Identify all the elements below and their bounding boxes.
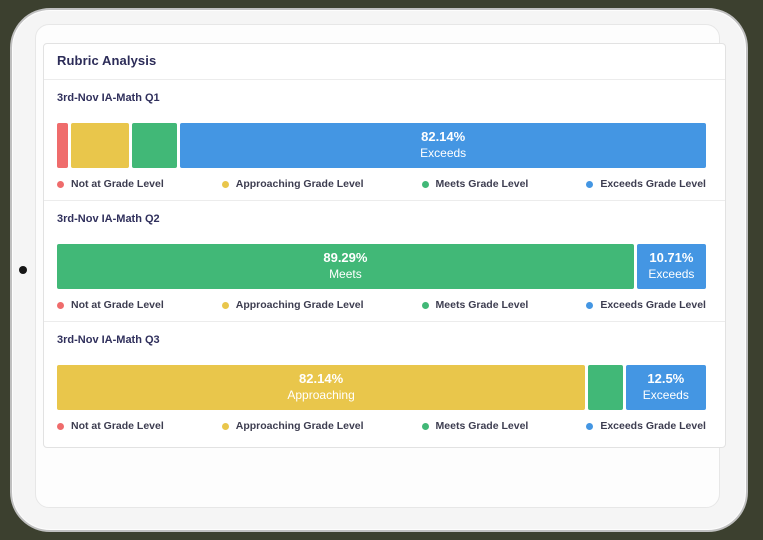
bar-segment-approaching[interactable]: 82.14% Approaching xyxy=(57,365,586,410)
legend-item-not-at-grade-level: Not at Grade Level xyxy=(57,420,164,432)
card-title: Rubric Analysis xyxy=(57,53,157,68)
legend-label: Approaching Grade Level xyxy=(235,178,364,190)
stacked-bar-q3: 82.14% Approaching 12.5% Exceeds xyxy=(57,365,706,410)
segment-value-label: 89.29% xyxy=(323,250,368,266)
bar-segment-exceeds[interactable]: 12.5% Exceeds xyxy=(625,365,706,410)
legend-label: Not at Grade Level xyxy=(71,299,164,311)
legend-dot-icon xyxy=(586,301,594,309)
chart-title-q1: 3rd-Nov IA-Math Q1 xyxy=(57,92,160,104)
stacked-bar-q1: 82.14% Exceeds xyxy=(57,123,707,168)
legend-dot-icon xyxy=(221,422,229,430)
segment-value-label: 12.5% xyxy=(647,371,685,387)
bar-segment-meets[interactable]: 89.29% Meets xyxy=(57,244,634,289)
legend-dot-icon xyxy=(421,301,429,309)
legend-label: Approaching Grade Level xyxy=(235,420,364,432)
chart-title-q3: 3rd-Nov IA-Math Q3 xyxy=(57,334,160,346)
segment-category-label: Meets xyxy=(329,267,362,282)
legend-label: Exceeds Grade Level xyxy=(600,178,706,190)
legend-label: Meets Grade Level xyxy=(435,178,529,190)
bar-segment-approaching[interactable] xyxy=(71,123,129,168)
legend-dot-icon xyxy=(586,422,594,430)
legend-label: Meets Grade Level xyxy=(435,299,529,311)
tablet-camera-icon xyxy=(19,266,27,274)
legend-item-meets-grade-level: Meets Grade Level xyxy=(421,420,529,432)
bar-segment-meets[interactable] xyxy=(131,123,178,168)
legend-item-exceeds-grade-level: Exceeds Grade Level xyxy=(586,178,706,190)
legend-label: Meets Grade Level xyxy=(435,420,529,432)
segment-category-label: Exceeds xyxy=(642,388,689,403)
segment-category-label: Exceeds xyxy=(420,146,467,161)
legend-dot-icon xyxy=(57,422,64,430)
chart-legend-q2: Not at Grade Level Approaching Grade Lev… xyxy=(57,299,706,311)
bar-segment-not_at[interactable] xyxy=(57,123,69,168)
legend-item-approaching-grade-level: Approaching Grade Level xyxy=(221,420,364,432)
legend-label: Not at Grade Level xyxy=(71,178,164,190)
legend-dot-icon xyxy=(421,180,429,188)
chart-title-q2: 3rd-Nov IA-Math Q2 xyxy=(57,213,160,225)
legend-label: Not at Grade Level xyxy=(71,420,164,432)
segment-value-label: 10.71% xyxy=(649,250,694,266)
legend-dot-icon xyxy=(57,180,64,188)
stacked-bar-q2: 89.29% Meets 10.71% Exceeds xyxy=(57,244,706,289)
segment-category-label: Approaching xyxy=(287,388,355,403)
tablet-screen: Rubric Analysis 3rd-Nov IA-Math Q1 82.14… xyxy=(35,24,726,508)
legend-item-meets-grade-level: Meets Grade Level xyxy=(421,299,529,311)
legend-dot-icon xyxy=(221,180,229,188)
segment-value-label: 82.14% xyxy=(421,129,466,145)
legend-item-not-at-grade-level: Not at Grade Level xyxy=(57,178,164,190)
bar-segment-exceeds[interactable]: 10.71% Exceeds xyxy=(636,244,706,289)
chart-section-q1: 3rd-Nov IA-Math Q1 82.14% Exceeds Not at … xyxy=(44,92,725,201)
legend-item-not-at-grade-level: Not at Grade Level xyxy=(57,299,164,311)
chart-section-q3: 3rd-Nov IA-Math Q3 82.14% Approaching 12.5… xyxy=(44,334,725,432)
legend-dot-icon xyxy=(421,422,429,430)
legend-dot-icon xyxy=(586,180,594,188)
chart-section-q2: 3rd-Nov IA-Math Q2 89.29% Meets 10.71% Exce… xyxy=(44,213,725,322)
legend-label: Exceeds Grade Level xyxy=(600,299,706,311)
legend-item-exceeds-grade-level: Exceeds Grade Level xyxy=(586,420,706,432)
bar-segment-meets[interactable] xyxy=(588,365,623,410)
legend-label: Exceeds Grade Level xyxy=(600,420,706,432)
legend-item-approaching-grade-level: Approaching Grade Level xyxy=(221,299,364,311)
legend-label: Approaching Grade Level xyxy=(235,299,364,311)
legend-dot-icon xyxy=(221,301,229,309)
legend-dot-icon xyxy=(57,301,64,309)
chart-legend-q3: Not at Grade Level Approaching Grade Lev… xyxy=(57,420,706,432)
chart-legend-q1: Not at Grade Level Approaching Grade Lev… xyxy=(57,178,706,190)
segment-value-label: 82.14% xyxy=(299,371,344,387)
legend-item-exceeds-grade-level: Exceeds Grade Level xyxy=(586,299,706,311)
rubric-analysis-card: Rubric Analysis 3rd-Nov IA-Math Q1 82.14… xyxy=(43,43,726,448)
card-header: Rubric Analysis xyxy=(44,44,725,80)
bar-segment-exceeds[interactable]: 82.14% Exceeds xyxy=(180,123,707,168)
tablet-frame: Rubric Analysis 3rd-Nov IA-Math Q1 82.14… xyxy=(10,8,748,532)
segment-category-label: Exceeds xyxy=(648,267,695,282)
legend-item-approaching-grade-level: Approaching Grade Level xyxy=(221,178,364,190)
legend-item-meets-grade-level: Meets Grade Level xyxy=(421,178,529,190)
